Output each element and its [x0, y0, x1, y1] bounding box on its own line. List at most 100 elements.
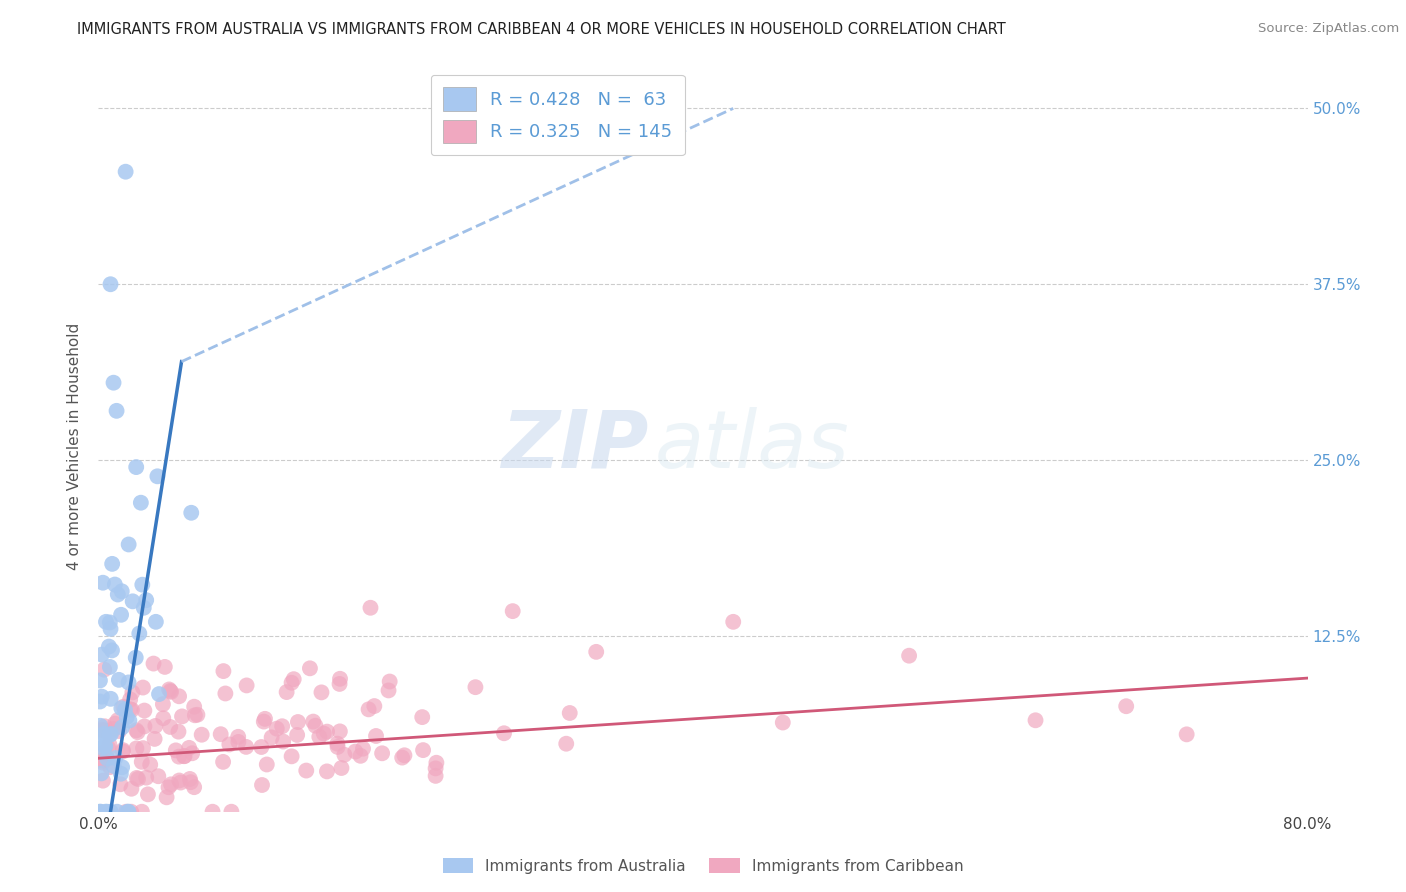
Point [357, 702, 380, 716]
Point [90, 766, 112, 780]
Point [333, 747, 356, 762]
Point [330, 761, 353, 775]
Point [90, 690, 112, 704]
Point [209, 727, 232, 741]
Point [328, 677, 350, 691]
Point [250, 778, 273, 792]
Point [165, 743, 187, 757]
Point [120, 702, 142, 716]
Point [89, 673, 111, 688]
Point [89, 694, 111, 708]
Text: ZIP: ZIP [501, 407, 648, 485]
Point [160, 685, 183, 699]
Point [117, 805, 139, 819]
Point [464, 680, 486, 694]
Point [104, 577, 127, 591]
Legend: R = 0.428   N =  63, R = 0.325   N = 145: R = 0.428 N = 63, R = 0.325 N = 145 [430, 75, 685, 155]
Point [97, 741, 120, 756]
Point [91, 723, 114, 737]
Point [377, 683, 399, 698]
Point [132, 681, 155, 695]
Point [287, 714, 309, 729]
Point [121, 703, 143, 717]
Point [121, 594, 143, 608]
Point [93, 727, 115, 741]
Point [127, 725, 149, 739]
Point [94, 615, 117, 629]
Point [129, 496, 152, 510]
Point [103, 722, 125, 736]
Point [266, 722, 288, 736]
Point [132, 600, 155, 615]
Point [114, 703, 136, 717]
Point [118, 714, 141, 728]
Point [125, 460, 148, 475]
Point [125, 741, 148, 756]
Point [221, 805, 243, 819]
Point [312, 726, 335, 740]
Point [364, 729, 387, 743]
Point [1115, 699, 1137, 714]
Point [159, 684, 181, 698]
Point [280, 675, 302, 690]
Point [100, 727, 122, 741]
Point [1175, 727, 1198, 741]
Point [125, 771, 148, 785]
Point [114, 164, 136, 178]
Point [142, 657, 165, 671]
Point [326, 739, 349, 754]
Point [117, 675, 139, 690]
Point [93, 719, 115, 733]
Point [91, 753, 114, 767]
Point [111, 743, 134, 757]
Point [723, 615, 745, 629]
Point [411, 710, 433, 724]
Text: IMMIGRANTS FROM AUSTRALIA VS IMMIGRANTS FROM CARIBBEAN 4 OR MORE VEHICLES IN HOU: IMMIGRANTS FROM AUSTRALIA VS IMMIGRANTS … [77, 22, 1007, 37]
Point [280, 749, 302, 764]
Point [90, 648, 112, 662]
Point [145, 719, 167, 733]
Point [96, 752, 118, 766]
Point [344, 745, 367, 759]
Point [108, 673, 131, 687]
Point [105, 404, 128, 418]
Point [131, 805, 153, 819]
Point [110, 701, 132, 715]
Point [179, 772, 201, 786]
Point [316, 764, 339, 779]
Point [179, 740, 201, 755]
Point [94, 739, 117, 754]
Point [134, 719, 156, 733]
Point [100, 805, 122, 819]
Y-axis label: 4 or more Vehicles in Household: 4 or more Vehicles in Household [67, 322, 83, 570]
Point [311, 685, 333, 699]
Point [131, 577, 153, 591]
Point [145, 615, 167, 629]
Point [218, 738, 240, 752]
Point [112, 699, 135, 714]
Point [100, 691, 122, 706]
Point [131, 755, 153, 769]
Point [169, 775, 191, 789]
Point [93, 663, 115, 677]
Point [502, 604, 524, 618]
Point [235, 739, 257, 754]
Point [555, 737, 578, 751]
Point [226, 730, 249, 744]
Point [253, 712, 276, 726]
Point [363, 699, 385, 714]
Point [89, 734, 111, 748]
Point [167, 724, 190, 739]
Point [425, 769, 447, 783]
Point [167, 773, 190, 788]
Point [283, 672, 305, 686]
Point [127, 772, 149, 786]
Point [91, 740, 114, 755]
Point [167, 690, 190, 704]
Point [181, 746, 204, 760]
Point [492, 726, 515, 740]
Point [120, 781, 142, 796]
Point [898, 648, 921, 663]
Legend: Immigrants from Australia, Immigrants from Caribbean: Immigrants from Australia, Immigrants fr… [436, 852, 970, 880]
Point [295, 764, 318, 778]
